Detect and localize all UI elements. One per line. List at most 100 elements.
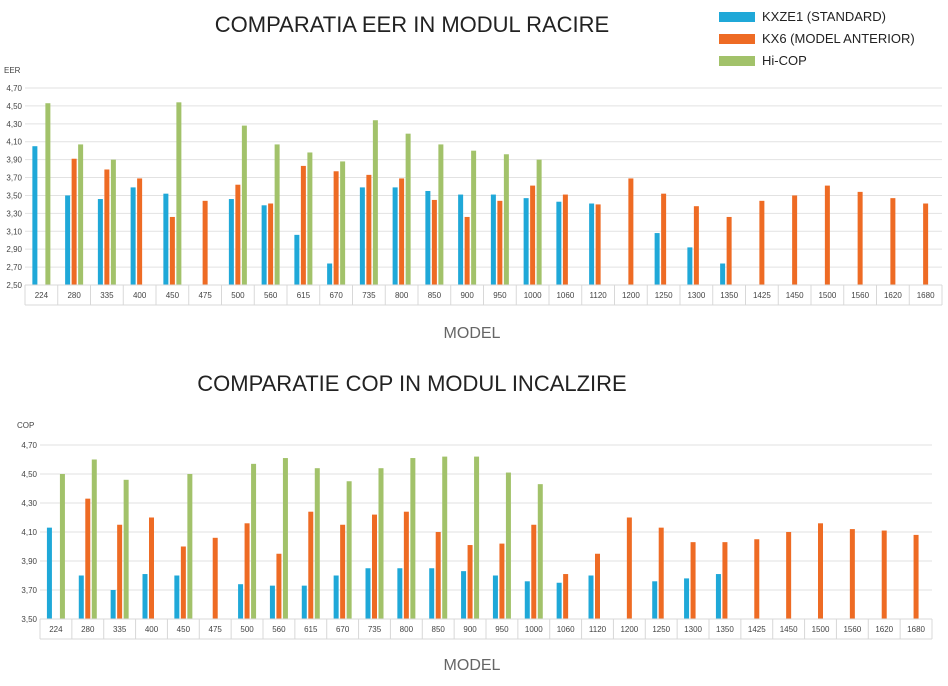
c2-y-tick-label: 4,10 — [21, 528, 37, 537]
c2-bar-kxze1 — [142, 574, 148, 619]
c1-bar-hicop — [340, 161, 346, 285]
c2-y-tick-label: 4,50 — [21, 470, 37, 479]
c2-bar-kx6 — [754, 539, 760, 619]
c2-bar-hicop — [505, 472, 511, 619]
c2-bar-kx6 — [435, 532, 441, 619]
c2-bar-kxze1 — [492, 575, 498, 619]
c1-y-tick-label: 4,50 — [6, 102, 22, 111]
c2-x-tick-label: 400 — [145, 625, 159, 634]
c2-bar-hicop — [474, 456, 480, 619]
c2-x-tick-label: 280 — [81, 625, 95, 634]
c2-y-tick-label: 3,90 — [21, 557, 37, 566]
c1-bar-hicop — [274, 144, 280, 285]
c1-y-tick-label: 4,30 — [6, 120, 22, 129]
c1-bar-kxze1 — [163, 193, 169, 285]
c2-y-tick-label: 4,70 — [21, 441, 37, 450]
c2-x-tick-label: 1200 — [620, 625, 638, 634]
c1-bar-hicop — [372, 120, 378, 286]
cop-x-ticks: 224 280 335 400 450 475 500 560 615 670 735 800 850 9… — [39, 618, 933, 640]
c2-y-tick-label: 3,50 — [21, 615, 37, 624]
c1-bar-kx6 — [202, 200, 208, 285]
c1-x-tick-label: 280 — [67, 291, 81, 300]
c2-bar-kx6 — [340, 524, 346, 619]
c2-bar-kxze1 — [365, 568, 371, 619]
legend-swatch-kx6 — [719, 34, 755, 44]
c1-x-tick-label: 1120 — [590, 291, 608, 300]
c2-bar-kx6 — [690, 542, 696, 619]
c2-bar-kxze1 — [301, 585, 307, 619]
c1-bar-hicop — [176, 102, 182, 285]
eer-gridlines — [25, 87, 942, 286]
c1-bar-kx6 — [726, 216, 732, 285]
c2-x-tick-label: 1250 — [652, 625, 670, 634]
c1-x-tick-label: 1000 — [524, 291, 542, 300]
c2-x-tick-label: 950 — [495, 625, 509, 634]
cop-y-axis-title: COP — [17, 421, 34, 430]
c2-x-tick-label: 560 — [272, 625, 286, 634]
c2-bar-kxze1 — [715, 574, 721, 619]
c1-x-tick-label: 1350 — [720, 291, 738, 300]
c2-x-tick-label: 670 — [336, 625, 350, 634]
c2-x-tick-label: 335 — [113, 625, 127, 634]
c1-x-tick-label: 1620 — [884, 291, 902, 300]
c1-bar-kx6 — [628, 178, 634, 285]
c1-bar-kx6 — [431, 199, 437, 285]
c1-x-tick-label: 224 — [35, 291, 49, 300]
c2-bar-kx6 — [913, 534, 919, 619]
c1-x-tick-label: 335 — [100, 291, 114, 300]
c1-bar-kxze1 — [425, 190, 431, 285]
c2-y-tick-label: 4,30 — [21, 499, 37, 508]
c1-x-tick-label: 900 — [460, 291, 474, 300]
c1-x-tick-label: 850 — [428, 291, 442, 300]
c2-x-tick-label: 450 — [177, 625, 191, 634]
c1-bar-hicop — [45, 103, 51, 286]
legend-swatch-hicop — [719, 56, 755, 66]
c1-bar-kx6 — [530, 185, 536, 285]
c1-bar-kx6 — [399, 178, 405, 285]
c1-bar-kxze1 — [392, 187, 398, 285]
c1-bar-kx6 — [693, 206, 699, 285]
c2-bar-hicop — [537, 484, 543, 619]
c2-bar-hicop — [282, 458, 288, 619]
c2-bar-hicop — [187, 474, 193, 619]
c2-bar-hicop — [123, 479, 129, 619]
c2-bar-kx6 — [85, 498, 91, 619]
c1-x-tick-label: 800 — [395, 291, 409, 300]
cop-x-axis-title: MODEL — [444, 657, 501, 674]
c2-x-tick-label: 1680 — [907, 625, 925, 634]
c2-bar-kx6 — [881, 530, 887, 619]
c2-x-tick-label: 1000 — [525, 625, 543, 634]
c2-bar-kx6 — [244, 523, 250, 619]
c1-bar-kx6 — [595, 204, 601, 285]
c1-bar-hicop — [438, 144, 444, 285]
cop-chart-title: COMPARATIE COP IN MODUL INCALZIRE — [197, 371, 626, 396]
c1-bar-kxze1 — [65, 195, 71, 285]
c2-bar-kxze1 — [397, 568, 403, 619]
c1-bar-kx6 — [71, 158, 77, 285]
c2-bar-hicop — [442, 456, 448, 619]
eer-chart: COMPARATIA EER IN MODUL RACIRE EER MODEL… — [4, 12, 943, 342]
c2-bar-kx6 — [722, 542, 728, 619]
c2-bar-kxze1 — [78, 575, 84, 619]
c1-y-tick-label: 3,50 — [6, 191, 22, 200]
c1-y-tick-label: 4,70 — [6, 84, 22, 93]
c1-x-tick-label: 1250 — [655, 291, 673, 300]
c1-bar-kx6 — [169, 216, 175, 285]
c1-y-tick-label: 2,50 — [6, 281, 22, 290]
c1-bar-kx6 — [235, 184, 241, 285]
c2-bar-kx6 — [276, 553, 282, 619]
cop-chart: COMPARATIE COP IN MODUL INCALZIRE COP MO… — [17, 371, 933, 674]
c1-bar-kxze1 — [228, 199, 234, 285]
c2-bar-kxze1 — [238, 584, 244, 619]
c1-bar-hicop — [241, 125, 247, 285]
c2-bar-hicop — [378, 468, 384, 619]
c1-x-tick-label: 670 — [329, 291, 343, 300]
c2-bar-kx6 — [117, 524, 123, 619]
c1-x-tick-label: 475 — [198, 291, 212, 300]
c2-bar-kx6 — [786, 532, 792, 619]
c2-bar-kxze1 — [461, 571, 467, 619]
c1-bar-kx6 — [890, 198, 896, 285]
c1-bar-kx6 — [268, 203, 274, 285]
c2-bar-kx6 — [180, 546, 186, 619]
c1-bar-kxze1 — [556, 201, 562, 285]
